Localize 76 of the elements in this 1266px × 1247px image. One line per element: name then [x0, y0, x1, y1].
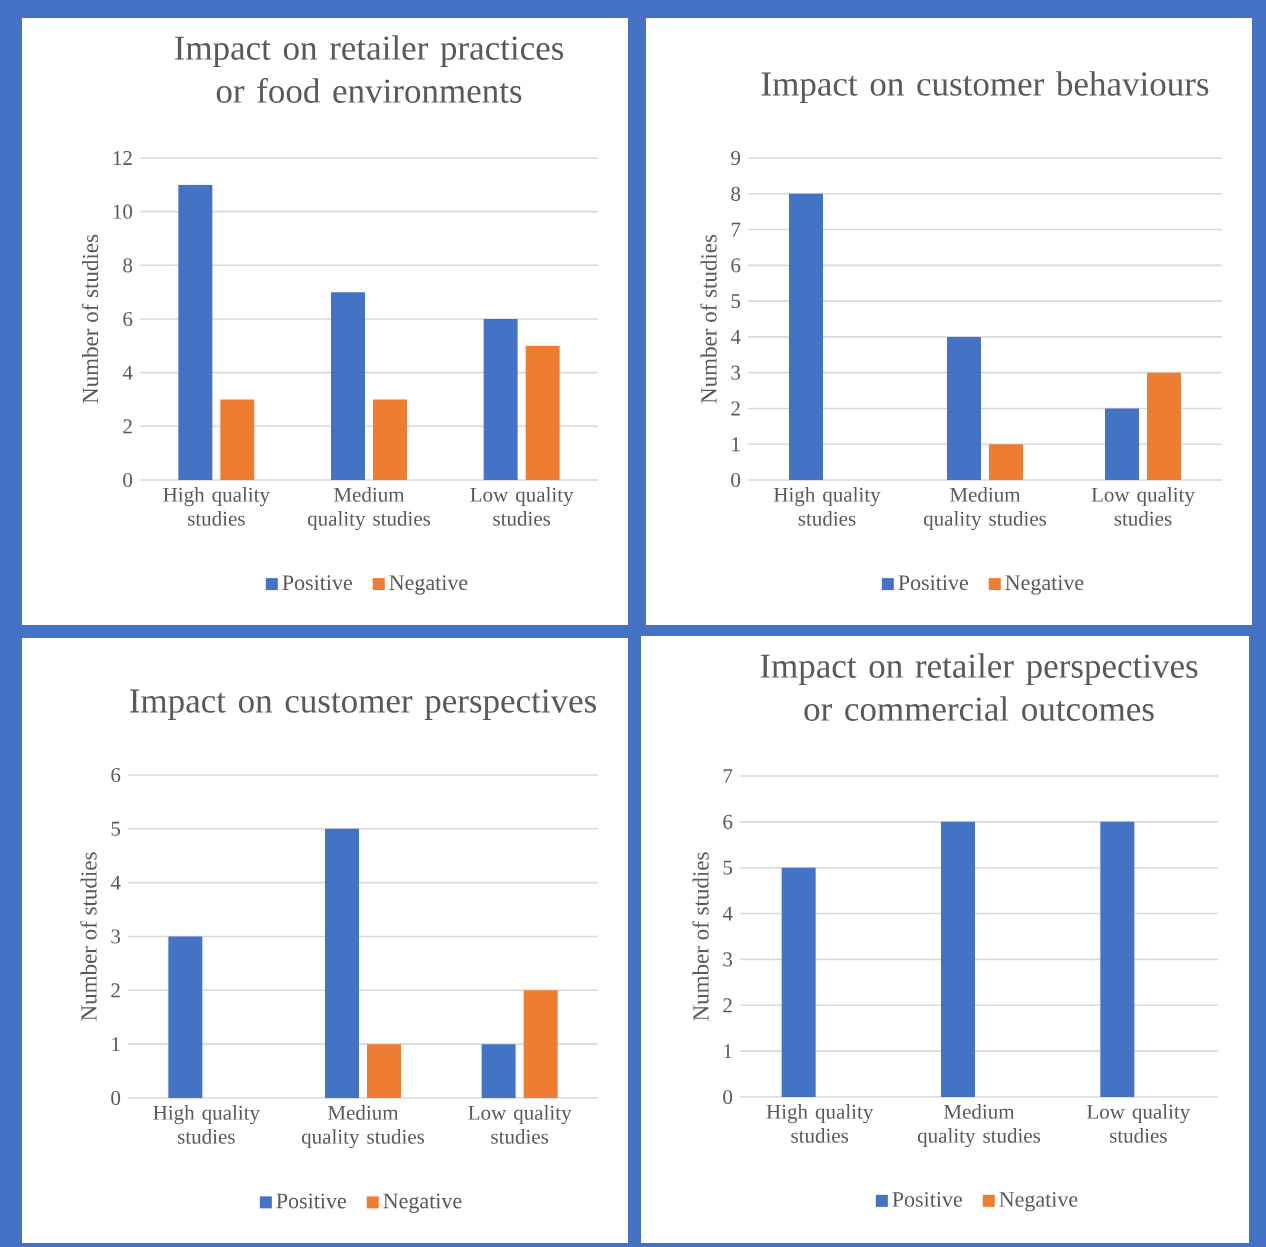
x-tick-label: Medium quality studies	[301, 1105, 425, 1149]
y-tick-label: 7	[723, 769, 733, 783]
x-tick-label: Medium quality studies	[917, 1104, 1041, 1148]
y-tick-label: 2	[731, 401, 740, 416]
y-tick-label: 2	[723, 998, 732, 1013]
y-tick-label: 3	[723, 952, 733, 967]
legend-label: Negative	[999, 1192, 1078, 1212]
y-tick-label: 9	[731, 150, 741, 166]
bar	[331, 292, 365, 480]
legend-label: Positive	[892, 1192, 962, 1207]
y-axis-title: Number of studies	[692, 852, 709, 1021]
x-tick-label: High quality studies	[766, 1104, 874, 1143]
bar	[789, 193, 824, 480]
y-tick-label: 3	[731, 365, 741, 380]
legend-label: Positive	[898, 575, 968, 591]
y-tick-label: 8	[123, 258, 133, 273]
y-tick-label: 8	[731, 186, 741, 201]
y-tick-label: 4	[122, 365, 133, 380]
bar	[178, 184, 213, 480]
y-axis-title: Number of studies	[700, 234, 717, 404]
y-axis-title: Number of studies	[80, 852, 97, 1021]
y-tick-label: 6	[731, 258, 741, 273]
chart-title: Impact on retailer practices or food environments	[174, 35, 564, 103]
chart-title: Impact on customer behaviours	[761, 71, 1209, 103]
y-tick-label: 10	[113, 204, 133, 219]
legend-label: Negative	[389, 575, 468, 595]
y-tick-label: 4	[722, 906, 733, 921]
x-tick-label: High quality studies	[153, 1105, 260, 1144]
bar	[168, 936, 203, 1098]
x-tick-label: Medium quality studies	[307, 487, 431, 531]
x-tick-label: Medium quality studies	[923, 487, 1047, 531]
bar	[220, 399, 255, 480]
y-axis-title: Number of studies	[81, 234, 99, 404]
legend-label: Positive	[282, 575, 352, 591]
y-tick-label: 5	[111, 821, 121, 836]
y-tick-label: 6	[723, 814, 733, 829]
bar	[989, 444, 1023, 480]
y-tick-label: 0	[723, 1089, 733, 1105]
y-tick-label: 1	[732, 437, 740, 452]
y-tick-label: 4	[110, 875, 121, 890]
bar	[525, 345, 560, 480]
x-tick-label: High quality studies	[163, 487, 270, 526]
y-tick-label: 1	[112, 1037, 120, 1052]
x-tick-label: Low quality studies	[1091, 487, 1195, 526]
y-tick-label: 5	[723, 860, 733, 875]
x-tick-label: High quality studies	[773, 487, 881, 526]
y-tick-label: 2	[123, 419, 132, 434]
y-tick-label: 1	[724, 1044, 732, 1059]
y-tick-label: 0	[111, 1090, 121, 1106]
x-tick-label: Low quality studies	[1087, 1104, 1191, 1143]
y-tick-label: 2	[111, 983, 120, 998]
bar	[325, 828, 359, 1098]
y-tick-label: 3	[111, 929, 121, 944]
y-tick-label: 12	[113, 151, 132, 165]
legend-label: Negative	[1005, 575, 1084, 595]
bar	[367, 1044, 401, 1098]
y-tick-label: 5	[731, 294, 741, 309]
legend-label: Negative	[383, 1193, 462, 1213]
y-tick-label: 4	[730, 329, 741, 344]
bar	[1147, 372, 1181, 480]
y-tick-label: 6	[111, 767, 121, 783]
bar	[481, 1044, 516, 1098]
x-tick-label: Low quality studies	[468, 1105, 572, 1144]
x-tick-label: Low quality studies	[470, 487, 574, 526]
bar	[1105, 408, 1139, 480]
bar	[523, 990, 558, 1098]
bar	[947, 336, 981, 480]
chart-title: Impact on customer perspectives	[130, 689, 596, 720]
chart-title: Impact on retailer perspectives or commercial outcomes	[760, 653, 1198, 721]
y-tick-label: 6	[123, 311, 133, 327]
legend-label: Positive	[276, 1193, 346, 1209]
bar	[483, 318, 518, 480]
y-tick-label: 7	[731, 222, 741, 237]
y-tick-label: 0	[731, 472, 741, 488]
bar	[373, 399, 407, 480]
y-tick-label: 0	[123, 472, 133, 488]
